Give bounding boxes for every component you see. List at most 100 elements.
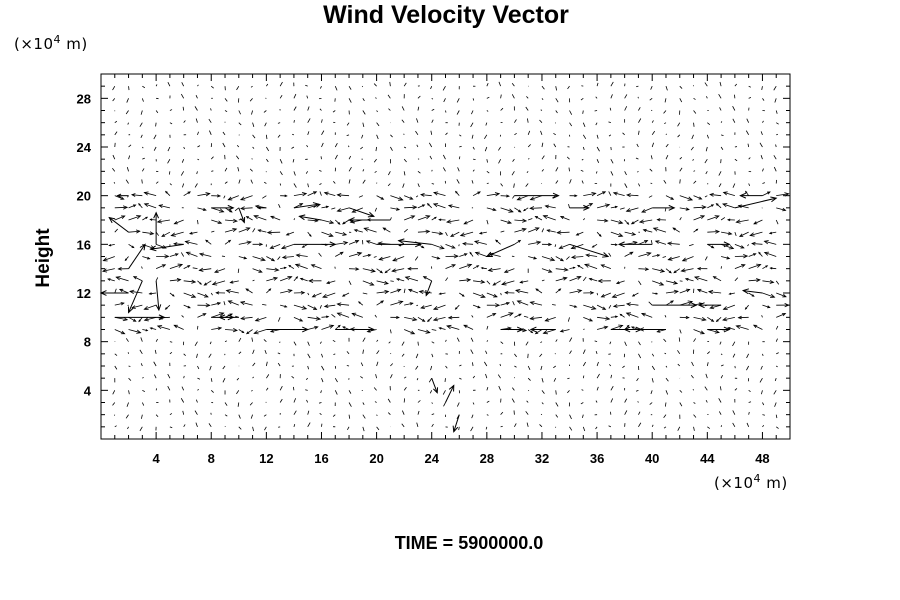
field-vector	[198, 267, 212, 272]
field-vector	[487, 267, 501, 272]
field-vector	[264, 350, 267, 354]
field-vector	[445, 231, 448, 236]
field-vector	[775, 280, 780, 285]
field-vector	[252, 426, 254, 432]
field-vector	[194, 410, 198, 415]
field-vector	[238, 337, 242, 342]
field-vector	[636, 85, 639, 88]
field-vector	[693, 338, 697, 342]
wind-vector	[293, 241, 337, 248]
field-vector	[773, 85, 777, 91]
field-vector	[486, 340, 489, 342]
field-vector	[197, 280, 202, 285]
field-vector	[762, 98, 765, 101]
field-vector	[652, 227, 667, 233]
field-vector	[529, 316, 543, 321]
field-vector	[319, 183, 322, 185]
field-vector	[748, 183, 751, 187]
field-vector	[555, 288, 562, 294]
field-vector	[323, 191, 336, 197]
field-vector	[651, 424, 654, 428]
field-vector	[775, 426, 779, 429]
field-vector	[125, 110, 129, 115]
field-vector	[392, 256, 405, 262]
field-vector	[595, 400, 598, 403]
field-vector	[158, 204, 170, 209]
field-vector	[127, 122, 129, 125]
field-vector	[307, 304, 318, 310]
field-vector	[417, 95, 421, 99]
field-vector	[486, 280, 491, 285]
field-vector	[459, 377, 462, 380]
field-vector	[169, 263, 184, 270]
field-vector	[776, 192, 790, 197]
field-vector	[540, 130, 543, 135]
field-vector	[320, 390, 322, 394]
field-vector	[706, 134, 709, 139]
field-vector	[307, 292, 310, 296]
field-vector	[236, 390, 240, 395]
field-vector	[336, 207, 350, 213]
field-vector	[403, 146, 407, 149]
field-vector	[527, 144, 531, 148]
field-vector	[596, 231, 602, 238]
field-vector	[414, 256, 419, 261]
field-vector	[107, 278, 115, 282]
field-vector	[693, 122, 695, 127]
field-vector	[776, 133, 779, 136]
field-vector	[138, 202, 143, 209]
field-vector	[665, 143, 669, 148]
field-vector	[459, 145, 462, 148]
field-vector	[457, 167, 460, 172]
field-vector	[462, 242, 474, 246]
field-vector	[595, 426, 598, 430]
wind-vector	[623, 326, 666, 333]
field-vector	[442, 154, 446, 160]
field-vector	[211, 230, 215, 233]
field-vector	[279, 341, 281, 343]
field-vector	[161, 231, 171, 237]
field-vector	[181, 386, 185, 391]
field-vector	[656, 218, 666, 222]
field-vector	[500, 425, 503, 428]
field-vector	[142, 377, 144, 379]
field-vector	[721, 231, 733, 236]
field-vector	[638, 107, 641, 111]
field-vector	[128, 390, 130, 395]
field-vector	[431, 216, 437, 221]
field-vector	[719, 341, 722, 345]
field-vector	[693, 215, 706, 221]
field-vector	[474, 251, 487, 257]
field-vector	[681, 256, 694, 262]
field-vector	[727, 326, 735, 330]
field-vector	[555, 402, 559, 407]
field-vector	[454, 190, 460, 196]
field-vector	[541, 378, 544, 383]
field-vector	[209, 341, 212, 345]
field-vector	[679, 85, 683, 89]
field-vector	[215, 291, 226, 295]
field-vector	[101, 268, 115, 273]
field-vector	[631, 292, 639, 297]
field-vector	[693, 316, 707, 322]
field-vector	[126, 98, 129, 103]
field-vector	[762, 353, 764, 357]
field-vector	[426, 202, 433, 209]
field-vector	[155, 338, 158, 342]
field-vector	[332, 339, 336, 343]
field-vector	[266, 387, 269, 391]
field-vector	[197, 388, 199, 391]
field-vector	[362, 169, 365, 172]
field-vector	[293, 290, 306, 295]
field-vector	[376, 195, 385, 200]
field-vector	[624, 410, 628, 415]
field-vector	[472, 362, 474, 367]
y-tick-label: 8	[84, 335, 91, 350]
field-vector	[112, 85, 116, 91]
wind-vector	[617, 241, 653, 248]
field-vector	[511, 398, 515, 403]
field-vector	[389, 81, 391, 87]
field-vector	[677, 134, 681, 138]
field-vector	[263, 414, 267, 417]
field-vector	[544, 204, 556, 209]
